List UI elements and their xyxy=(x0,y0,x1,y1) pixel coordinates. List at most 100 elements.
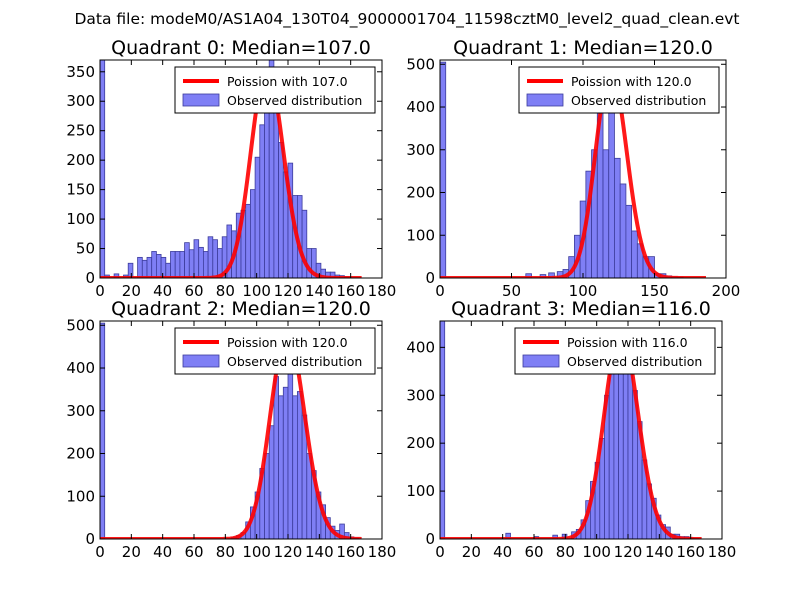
histogram-bar xyxy=(137,256,143,278)
histogram-bar xyxy=(141,259,148,278)
y-tick-label: 50 xyxy=(76,240,95,258)
histogram-bar xyxy=(505,532,511,539)
histogram-bar xyxy=(296,391,303,539)
y-tick-label: 100 xyxy=(66,487,95,505)
histogram-bar xyxy=(155,254,162,278)
x-tick-label: 150 xyxy=(640,282,669,300)
y-tick-label: 0 xyxy=(85,269,95,287)
y-tick-label: 100 xyxy=(406,482,435,500)
x-tick-label: 80 xyxy=(556,543,575,561)
histogram-bar xyxy=(127,262,134,278)
y-tick-label: 0 xyxy=(425,269,435,287)
histogram-bar xyxy=(165,262,171,278)
legend-bar-label: Observed distribution xyxy=(567,354,702,369)
x-tick-label: 100 xyxy=(242,543,271,561)
x-tick-label: 100 xyxy=(569,282,598,300)
legend-bar-swatch xyxy=(522,354,560,368)
histogram-bar xyxy=(301,209,308,278)
axes-frame xyxy=(439,320,723,540)
subplot-title: Quadrant 1: Median=120.0 xyxy=(453,37,713,59)
histogram-bar xyxy=(602,149,610,278)
histogram-bar xyxy=(100,322,106,539)
x-tick-label: 140 xyxy=(305,282,334,300)
y-tick-label: 500 xyxy=(406,55,435,73)
subplot-title: Quadrant 0: Median=107.0 xyxy=(111,37,371,59)
y-tick-label: 300 xyxy=(406,386,435,404)
histogram-bar xyxy=(264,92,270,278)
x-tick-label: 60 xyxy=(184,282,203,300)
x-tick-label: 60 xyxy=(524,543,543,561)
histogram-bar xyxy=(627,366,634,539)
legend-bar-swatch xyxy=(526,93,564,107)
legend-bar-label: Observed distribution xyxy=(227,93,362,108)
x-tick-label: 160 xyxy=(336,543,365,561)
histogram-bar xyxy=(100,60,106,278)
subplot-quadrant-3: Quadrant 3: Median=116.00 20 40 60 80 100 120 1… xyxy=(406,298,736,561)
legend-bar-label: Observed distribution xyxy=(227,354,362,369)
histogram-bar xyxy=(268,425,275,539)
legend-line-label: Poission with 120.0 xyxy=(227,335,348,350)
poisson-curve xyxy=(100,66,363,278)
x-tick-label: 80 xyxy=(216,543,235,561)
x-tick-label: 0 xyxy=(435,282,445,300)
figure-title: Data file: modeM0/AS1A04_130T04_90000017… xyxy=(74,10,739,29)
y-tick-label: 400 xyxy=(406,338,435,356)
x-tick-label: 160 xyxy=(676,543,705,561)
y-tick-label: 200 xyxy=(66,445,95,463)
y-tick-label: 0 xyxy=(425,530,435,548)
histogram-bar xyxy=(339,523,345,539)
x-tick-label: 100 xyxy=(582,543,611,561)
histogram-bar xyxy=(259,124,265,278)
legend-bar-swatch xyxy=(182,93,220,107)
histogram-bar xyxy=(212,239,218,278)
legend-box xyxy=(174,66,376,114)
legend-line-label: Poission with 116.0 xyxy=(567,335,688,350)
legend-bar-swatch xyxy=(182,354,220,368)
poisson-curve xyxy=(440,330,703,539)
histogram-bar xyxy=(440,321,446,539)
x-tick-label: 40 xyxy=(153,543,172,561)
histogram-bar xyxy=(146,256,153,278)
x-tick-label: 60 xyxy=(184,543,203,561)
y-tick-label: 150 xyxy=(66,181,95,199)
x-tick-label: 40 xyxy=(493,543,512,561)
y-tick-label: 100 xyxy=(66,210,95,228)
histogram-bar xyxy=(198,246,204,278)
y-tick-label: 300 xyxy=(66,402,95,420)
x-tick-label: 0 xyxy=(95,282,105,300)
histogram-bar xyxy=(619,183,627,278)
x-tick-label: 0 xyxy=(435,543,445,561)
subplot-title: Quadrant 2: Median=120.0 xyxy=(111,298,371,320)
histogram-bar xyxy=(254,156,261,278)
histogram-bar xyxy=(282,386,289,539)
y-tick-label: 400 xyxy=(406,98,435,116)
histogram-bar xyxy=(160,256,167,278)
x-tick-label: 200 xyxy=(712,282,741,300)
y-tick-label: 300 xyxy=(406,141,435,159)
legend-line-label: Poission with 120.0 xyxy=(571,74,692,89)
x-tick-label: 140 xyxy=(645,543,674,561)
legend-bar-label: Observed distribution xyxy=(571,93,706,108)
histogram-bar xyxy=(184,242,190,278)
histogram-bar xyxy=(193,239,200,278)
x-tick-label: 100 xyxy=(242,282,271,300)
histogram-bar xyxy=(525,273,532,278)
y-tick-label: 100 xyxy=(406,226,435,244)
x-tick-label: 140 xyxy=(305,543,334,561)
histogram-bar xyxy=(264,453,270,539)
x-tick-label: 160 xyxy=(336,282,365,300)
x-tick-label: 180 xyxy=(368,282,397,300)
histogram-bar xyxy=(278,142,284,278)
histogram-bar xyxy=(174,251,181,278)
y-tick-label: 200 xyxy=(66,151,95,169)
histogram-bar xyxy=(292,395,298,539)
histogram-bar xyxy=(249,189,256,278)
legend: Poission with 120.0 Observed distribution xyxy=(518,66,720,114)
x-tick-label: 120 xyxy=(614,543,643,561)
x-tick-label: 80 xyxy=(216,282,235,300)
legend: Poission with 107.0 Observed distribution xyxy=(174,66,376,114)
histogram-bar xyxy=(202,251,209,278)
histogram-bar xyxy=(170,251,176,278)
y-tick-label: 200 xyxy=(406,434,435,452)
